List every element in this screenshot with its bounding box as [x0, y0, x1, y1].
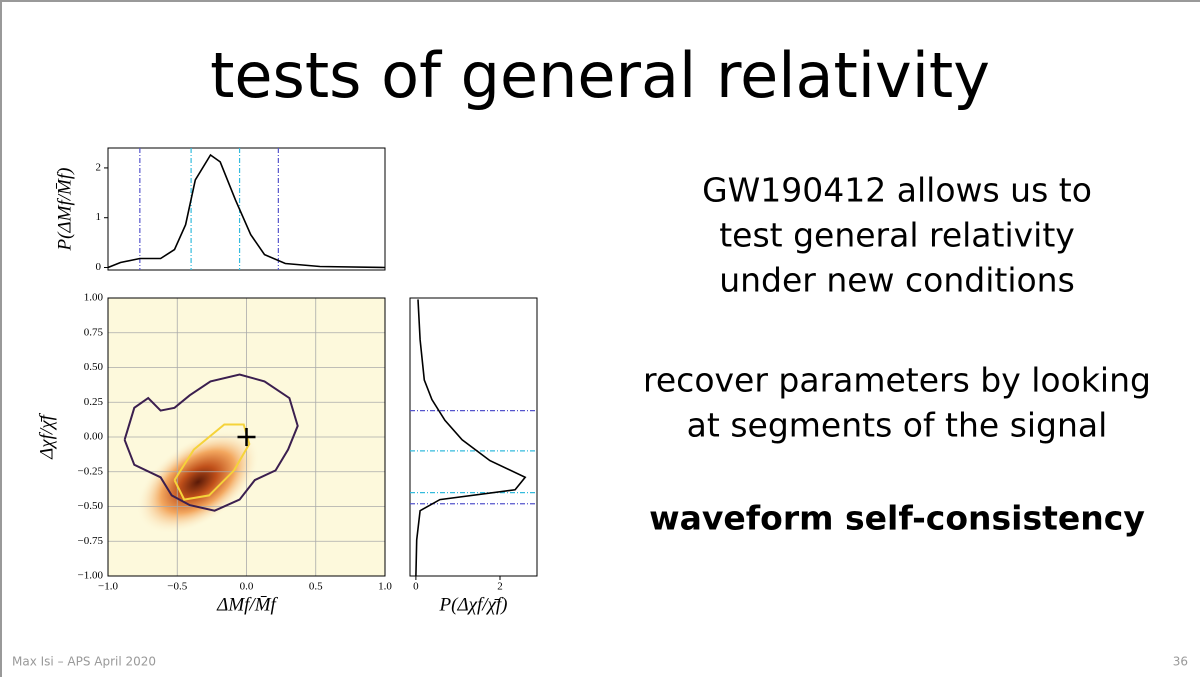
- plot-frame: [409, 297, 538, 577]
- y-tick-label: −0.25: [78, 465, 104, 477]
- footer-left: Max Isi – APS April 2020: [12, 655, 156, 669]
- y-tick-label: 1.00: [84, 292, 104, 304]
- x-axis-label: ΔMf/M̄f: [216, 594, 278, 615]
- text-line: GW190412 allows us to: [702, 171, 1092, 210]
- text-line: waveform self-consistency: [649, 499, 1145, 538]
- text-line: under new conditions: [719, 261, 1075, 300]
- y-tick-label: 0.75: [84, 326, 104, 338]
- plot-frame: [107, 297, 386, 577]
- y-tick-label: 2: [96, 161, 102, 173]
- text-line: at segments of the signal: [687, 406, 1108, 445]
- x-axis-label: P(Δχf/χ̄f): [439, 594, 508, 615]
- injection-marker: [237, 428, 256, 446]
- y-tick-label: −0.75: [78, 535, 104, 547]
- contour: [173, 423, 251, 501]
- density-curve: [107, 153, 386, 269]
- x-tick-label: 0: [413, 581, 419, 593]
- figure: 0 1 2 P(ΔMf/M̄f) −1.0 −0.5 0.0 0.5 1.0 −1.00 −0.75…: [36, 147, 538, 615]
- y-tick-label: 0.50: [84, 361, 104, 373]
- text-line: recover parameters by looking: [643, 361, 1151, 400]
- y-axis-label: Δχf/χ̄f: [36, 412, 57, 459]
- y-tick-label: −1.00: [78, 570, 104, 582]
- density-curve: [415, 299, 527, 577]
- x-tick-label: 2: [497, 581, 503, 593]
- y-tick-label: 1: [96, 211, 102, 223]
- slide-title: tests of general relativity: [210, 39, 990, 112]
- y-tick-label: 0.00: [84, 431, 104, 443]
- x-tick-label: 1.0: [378, 581, 392, 593]
- x-tick-label: −0.5: [167, 581, 187, 593]
- x-tick-label: −1.0: [98, 581, 118, 593]
- contour: [123, 373, 299, 512]
- y-tick-label: −0.50: [78, 500, 104, 512]
- plot-frame: [107, 147, 386, 271]
- x-tick-label: 0.0: [240, 581, 254, 593]
- y-tick-label: 0: [96, 261, 102, 273]
- density-glow: [136, 430, 260, 534]
- text-line: test general relativity: [719, 216, 1075, 255]
- y-axis-label: P(ΔMf/M̄f): [54, 168, 75, 252]
- x-tick-label: 0.5: [309, 581, 323, 593]
- text-blocks: GW190412 allows us to test general relati…: [643, 171, 1151, 538]
- y-tick-label: 0.25: [84, 396, 104, 408]
- footer-right: 36: [1173, 655, 1188, 669]
